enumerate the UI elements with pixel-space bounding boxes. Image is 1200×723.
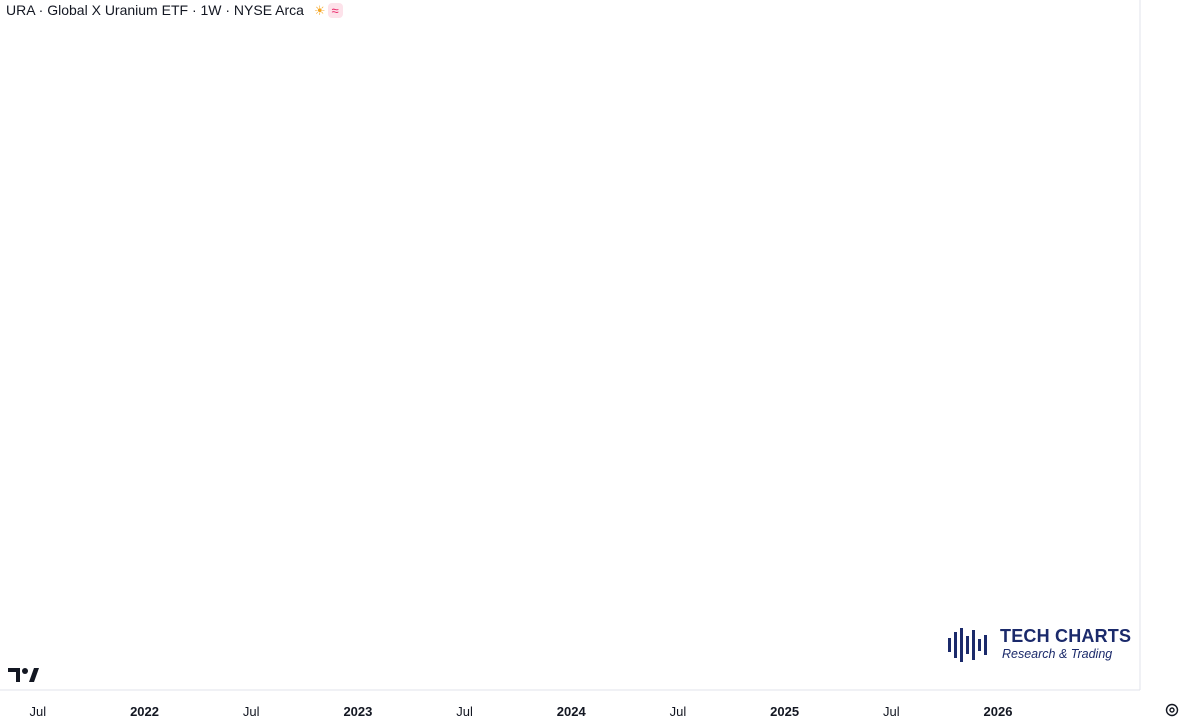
tech-charts-logo: TECH CHARTS Research & Trading [946, 626, 1136, 666]
logo-tagline: Research & Trading [1002, 647, 1113, 661]
x-tick-label: Jul [670, 704, 687, 719]
bar-logo-icon [948, 628, 987, 662]
wave-icon[interactable]: ≈ [327, 3, 343, 18]
x-tick-label: Jul [243, 704, 260, 719]
x-tick-label: Jul [456, 704, 473, 719]
logo-brand: TECH CHARTS [1000, 626, 1132, 646]
x-tick-label: Jul [30, 704, 47, 719]
chart-title: URA · Global X Uranium ETF · 1W · NYSE A… [6, 2, 304, 18]
x-tick-label: 2023 [343, 704, 372, 719]
x-tick-label: 2026 [984, 704, 1013, 719]
x-tick-label: 2024 [557, 704, 587, 719]
x-tick-label: 2022 [130, 704, 159, 719]
x-tick-label: Jul [883, 704, 900, 719]
gear-icon[interactable] [1164, 702, 1180, 718]
chart-title-bar: URA · Global X Uranium ETF · 1W · NYSE A… [6, 2, 343, 19]
sun-icon[interactable]: ☀ [313, 3, 326, 18]
x-tick-label: 2025 [770, 704, 799, 719]
tradingview-logo-icon[interactable] [8, 664, 40, 684]
